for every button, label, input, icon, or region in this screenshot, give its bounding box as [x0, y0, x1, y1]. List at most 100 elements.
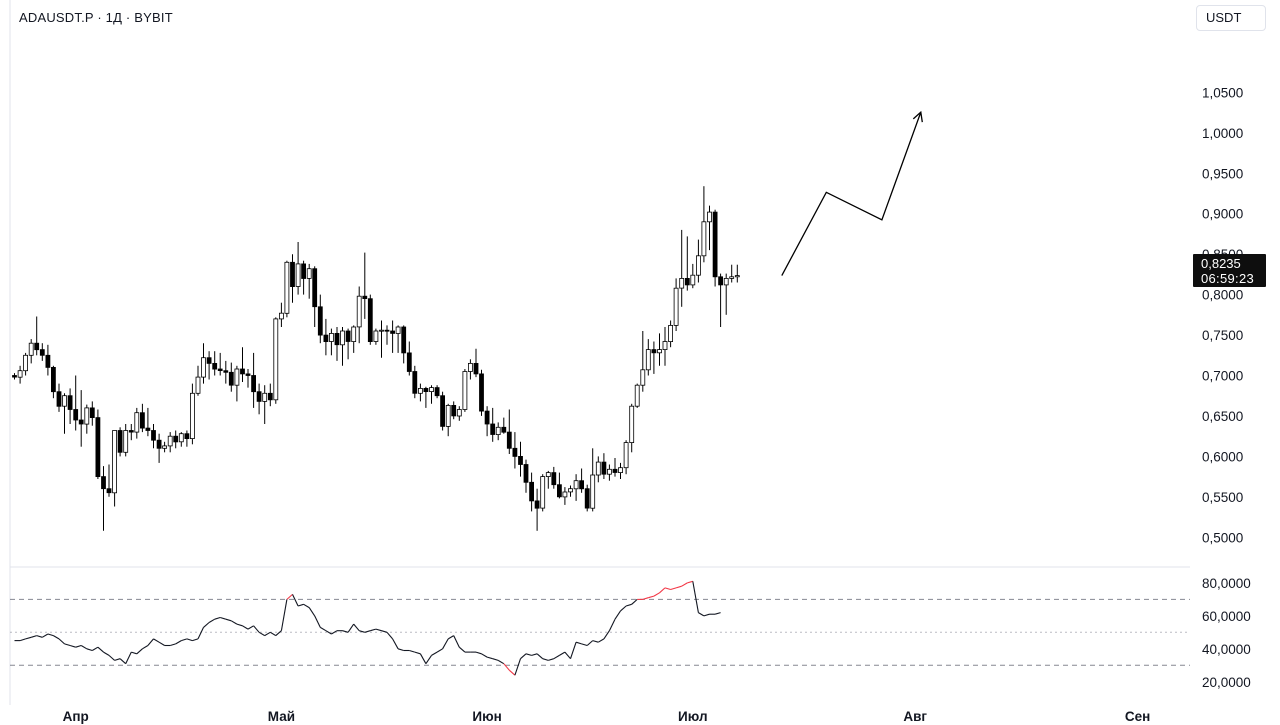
- candle: [306, 263, 312, 299]
- candle-body-down: [212, 362, 218, 370]
- candle: [406, 341, 412, 376]
- rsi-segment: [47, 633, 54, 637]
- rsi-segment: [192, 638, 199, 642]
- candle: [262, 385, 268, 424]
- candle-body-up: [618, 467, 623, 474]
- candle: [184, 430, 190, 447]
- time-tick-label: Сен: [1125, 709, 1150, 724]
- candle-body-up: [201, 357, 206, 378]
- projection-drawing[interactable]: [781, 110, 923, 276]
- candle: [23, 352, 29, 376]
- candle: [684, 236, 690, 291]
- bar-countdown: 06:59:23: [1201, 271, 1255, 286]
- price-axis[interactable]: 1,05001,00000,95000,90000,85000,80000,75…: [1202, 85, 1243, 545]
- candle-body-down: [184, 433, 190, 440]
- rsi-segment: [453, 635, 460, 648]
- rsi-segment: [486, 656, 493, 660]
- rsi-segment: [386, 631, 394, 640]
- candle: [189, 383, 195, 445]
- rsi-segment: [103, 651, 110, 656]
- candle-body-down: [245, 373, 251, 376]
- candle-body-up: [629, 405, 635, 444]
- rsi-segment: [342, 630, 349, 633]
- candle-body-down: [423, 387, 429, 392]
- rsi-segment: [392, 638, 399, 650]
- candle: [712, 209, 718, 287]
- candle-body-up: [495, 426, 501, 435]
- candle: [156, 433, 162, 463]
- currency-button[interactable]: USDT: [1196, 5, 1266, 31]
- rsi-segment: [381, 630, 388, 633]
- rsi-segment: [225, 618, 232, 622]
- candle-body-down: [139, 412, 145, 429]
- candle: [206, 351, 212, 380]
- time-tick-label: Апр: [63, 709, 89, 724]
- time-axis[interactable]: Апр Май Июн Июл Авг Сен: [63, 709, 1151, 724]
- candle-body-down: [579, 480, 584, 490]
- candle-body-down: [301, 263, 307, 279]
- rsi-tick-label: 60,0000: [1202, 609, 1251, 624]
- candle: [568, 485, 573, 497]
- rsi-segment: [575, 641, 582, 645]
- price-tick-label: 0,6500: [1202, 409, 1243, 424]
- candle: [434, 385, 440, 399]
- rsi-axis[interactable]: 80,0000 60,0000 40,0000 20,0000: [1202, 576, 1251, 690]
- rsi-segment: [147, 638, 154, 646]
- candle: [384, 325, 390, 345]
- rsi-segment: [253, 625, 260, 633]
- rsi-segment: [181, 638, 188, 642]
- candle-body-down: [56, 391, 62, 407]
- rsi-segment: [548, 658, 554, 661]
- projection-path[interactable]: [781, 111, 922, 276]
- candle: [17, 365, 23, 384]
- candle: [73, 375, 79, 431]
- candle: [117, 427, 123, 457]
- candle: [590, 448, 596, 512]
- candle: [479, 369, 484, 416]
- candle: [451, 401, 457, 420]
- candle: [39, 343, 45, 361]
- candle: [484, 406, 490, 437]
- rsi-segment: [687, 580, 693, 584]
- candle-body-up: [178, 433, 184, 443]
- candle-body-up: [623, 442, 629, 469]
- chart-title[interactable]: ADAUSDT.P · 1Д · BYBIT: [19, 10, 173, 25]
- candle: [106, 464, 112, 497]
- candle: [696, 239, 701, 283]
- rsi-segment: [92, 646, 99, 651]
- candle: [707, 205, 712, 251]
- candle-body-down: [551, 472, 557, 486]
- candle-body-up: [573, 480, 579, 490]
- price-tick-label: 0,5000: [1202, 530, 1243, 545]
- candle-body-down: [651, 349, 657, 354]
- candle-body-up: [467, 362, 473, 372]
- candle-body-up: [679, 277, 685, 289]
- rsi-segment: [80, 645, 88, 650]
- projection-arrowhead: [912, 110, 923, 123]
- rsi-segment: [53, 635, 60, 640]
- rsi-segment: [581, 643, 588, 647]
- candle: [134, 407, 140, 439]
- candle-body-down: [151, 430, 156, 441]
- candle: [584, 484, 590, 512]
- candle: [62, 393, 67, 434]
- rsi-segment: [675, 585, 682, 589]
- candle-body-up: [690, 274, 696, 286]
- candle-body-down: [390, 330, 396, 334]
- candle: [328, 328, 334, 356]
- rsi-segment: [592, 640, 599, 643]
- candle-body-down: [173, 435, 179, 443]
- candle-body-up: [162, 445, 168, 449]
- candle-body-down: [534, 500, 540, 509]
- candle: [662, 327, 668, 366]
- rsi-segment: [353, 623, 360, 632]
- candle-body-down: [484, 410, 490, 425]
- candle-body-down: [128, 430, 134, 433]
- rsi-segment: [703, 613, 710, 617]
- candle: [362, 252, 368, 319]
- time-tick-label: Июн: [472, 709, 501, 724]
- candle: [56, 383, 62, 412]
- candle: [112, 430, 117, 507]
- candle: [679, 229, 685, 307]
